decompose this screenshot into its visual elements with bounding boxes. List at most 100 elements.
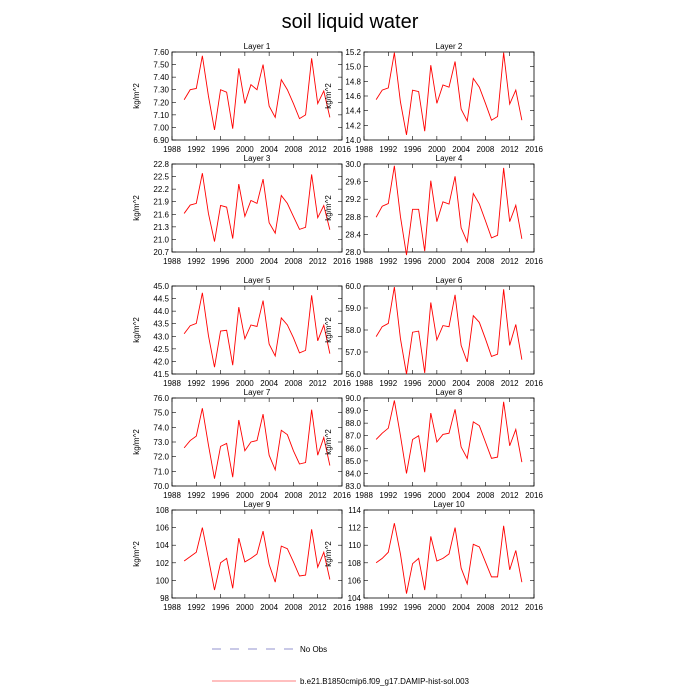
y-tick-label: 14.6 (345, 92, 361, 101)
x-tick-label: 2012 (309, 257, 327, 266)
x-tick-label: 1988 (163, 491, 181, 500)
x-tick-label: 2016 (333, 603, 351, 612)
x-tick-label: 1988 (355, 603, 373, 612)
x-tick-label: 1992 (187, 491, 205, 500)
series-line (375, 52, 523, 135)
y-tick-label: 14.8 (345, 77, 361, 86)
x-tick-label: 1992 (187, 379, 205, 388)
y-tick-label: 28.0 (345, 248, 361, 257)
x-tick-label: 2008 (477, 257, 495, 266)
y-axis-label: kg/m^2 (324, 195, 333, 221)
x-tick-label: 2008 (477, 603, 495, 612)
x-tick-label: 2008 (285, 603, 303, 612)
panel-title: Layer 5 (244, 276, 271, 285)
x-tick-label: 2016 (525, 145, 543, 154)
y-tick-label: 15.2 (345, 48, 361, 57)
x-tick-label: 1988 (163, 603, 181, 612)
y-tick-label: 20.7 (153, 248, 169, 257)
legend-no-obs-label: No Obs (300, 645, 327, 654)
plot-frame (171, 163, 343, 253)
y-tick-label: 59.0 (345, 304, 361, 313)
y-tick-label: 104 (348, 594, 362, 603)
x-tick-label: 2016 (333, 379, 351, 388)
series-line (375, 523, 523, 594)
x-tick-label: 1996 (212, 257, 230, 266)
y-tick-label: 75.0 (153, 409, 169, 418)
figure-title: soil liquid water (282, 11, 419, 33)
legend: No Obs b.e21.B1850cmip6.f09_g17.DAMIP-hi… (212, 645, 470, 686)
y-tick-label: 108 (348, 559, 362, 568)
plot-frame (171, 285, 343, 375)
x-tick-label: 2016 (333, 491, 351, 500)
x-tick-label: 2000 (236, 491, 254, 500)
panel-layer-5: Layer 5 1988 1992 1996 2000 2004 2008 2012 2016 4… (132, 276, 351, 388)
y-tick-label: 84.0 (345, 469, 361, 478)
series-line (375, 165, 523, 256)
y-tick-label: 44.0 (153, 307, 169, 316)
y-axis-label: kg/m^2 (132, 195, 141, 221)
x-tick-label: 2008 (477, 491, 495, 500)
x-tick-label: 2016 (525, 257, 543, 266)
x-tick-label: 2016 (525, 603, 543, 612)
x-tick-label: 2016 (333, 145, 351, 154)
x-tick-label: 2012 (309, 491, 327, 500)
y-tick-label: 106 (348, 576, 362, 585)
y-tick-label: 87.0 (345, 432, 361, 441)
y-tick-label: 14.2 (345, 121, 361, 130)
panel-title: Layer 3 (244, 154, 271, 163)
y-tick-label: 70.0 (153, 482, 169, 491)
y-tick-label: 73.0 (153, 438, 169, 447)
x-tick-label: 2012 (501, 603, 519, 612)
x-tick-label: 2004 (260, 491, 278, 500)
y-tick-label: 56.0 (345, 370, 361, 379)
panel-title: Layer 4 (436, 154, 463, 163)
y-tick-label: 29.2 (345, 195, 361, 204)
y-tick-label: 44.5 (153, 295, 169, 304)
y-tick-label: 83.0 (345, 482, 361, 491)
y-tick-label: 15.0 (345, 63, 361, 72)
panel-title: Layer 9 (244, 500, 271, 509)
x-tick-label: 2008 (477, 379, 495, 388)
x-tick-label: 2004 (452, 257, 470, 266)
y-tick-label: 72.0 (153, 453, 169, 462)
x-tick-label: 2000 (236, 257, 254, 266)
y-tick-label: 112 (348, 524, 361, 533)
x-tick-label: 2008 (285, 257, 303, 266)
x-tick-label: 2016 (333, 257, 351, 266)
x-tick-label: 1996 (212, 491, 230, 500)
y-tick-label: 7.10 (153, 111, 169, 120)
x-tick-label: 1988 (163, 257, 181, 266)
x-tick-label: 1992 (187, 257, 205, 266)
y-tick-label: 98 (160, 594, 169, 603)
y-tick-label: 21.6 (153, 210, 169, 219)
plot-frame (363, 397, 535, 487)
panel-title: Layer 8 (436, 388, 463, 397)
x-tick-label: 1996 (404, 379, 422, 388)
plot-frame (363, 163, 535, 253)
x-tick-label: 1992 (187, 145, 205, 154)
series-line (375, 287, 523, 375)
y-tick-label: 22.2 (153, 185, 169, 194)
x-tick-label: 2004 (260, 145, 278, 154)
x-tick-label: 2016 (525, 379, 543, 388)
x-tick-label: 1996 (404, 145, 422, 154)
y-tick-label: 42.5 (153, 345, 169, 354)
y-axis-label: kg/m^2 (132, 317, 141, 343)
x-tick-label: 1988 (355, 379, 373, 388)
panel-title: Layer 2 (436, 42, 463, 51)
series-line (183, 292, 331, 368)
y-axis-label: kg/m^2 (324, 83, 333, 109)
y-axis-label: kg/m^2 (132, 429, 141, 455)
x-tick-label: 2000 (236, 603, 254, 612)
panel-layer-3: Layer 3 1988 1992 1996 2000 2004 2008 2012 2016 2… (132, 154, 351, 266)
y-tick-label: 60.0 (345, 282, 361, 291)
panel-title: Layer 1 (244, 42, 271, 51)
x-tick-label: 2008 (285, 145, 303, 154)
y-tick-label: 90.0 (345, 394, 361, 403)
y-tick-label: 71.0 (153, 467, 169, 476)
y-tick-label: 102 (156, 559, 170, 568)
x-tick-label: 2004 (452, 145, 470, 154)
